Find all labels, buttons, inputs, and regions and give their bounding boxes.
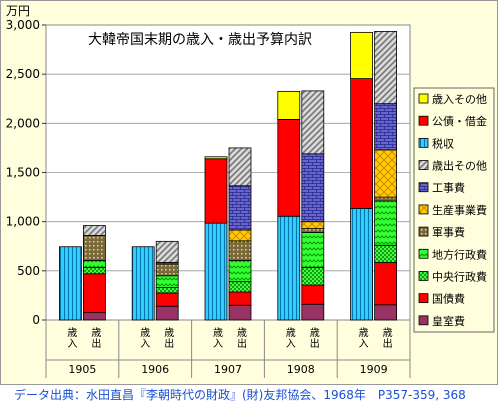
bar-expenditure-1907 [228, 185, 252, 231]
bar-expenditure-1909 [374, 103, 398, 151]
year-label: 1908 [287, 363, 315, 376]
y-tick-label: 2,500 [6, 67, 40, 81]
y-tick-label: 1,000 [6, 215, 40, 229]
y-tick-label: 500 [17, 264, 40, 278]
bar-expenditure-1906 [155, 292, 179, 307]
stacked-bar-chart: 0 500 1,000 1,500 2,000 2,500 3,000万円大韓帝国末期の歳入… [6, 4, 495, 378]
legend-label: 軍事費 [432, 225, 465, 239]
bar-expenditure-1905 [83, 312, 106, 321]
y-tick-label: 0 [32, 313, 40, 327]
bar-expenditure-1907 [228, 260, 252, 283]
bar-label: 歳入 [283, 327, 295, 349]
bar-expenditure-1909 [374, 304, 398, 321]
bar-revenue-1908 [277, 215, 301, 321]
bar-revenue-1909 [350, 31, 374, 79]
bar-expenditure-1908 [301, 221, 325, 229]
bar-label: 歳出 [235, 327, 247, 349]
bar-revenue-1907 [204, 158, 228, 224]
bar-revenue-1906 [131, 246, 155, 321]
year-label: 1905 [68, 363, 96, 376]
y-tick-label: 1,500 [6, 166, 40, 180]
bar-revenue-1905 [59, 246, 82, 321]
bar-expenditure-1908 [301, 153, 325, 223]
bar-expenditure-1909 [374, 30, 398, 105]
y-tick-label: 2,000 [6, 116, 40, 130]
bar-expenditure-1905 [83, 260, 106, 268]
year-label: 1906 [141, 363, 169, 376]
bar-expenditure-1908 [301, 228, 325, 233]
bar-revenue-1909 [350, 207, 374, 321]
legend-swatch [418, 226, 429, 237]
legend-label: 中央行政費 [432, 269, 487, 283]
bar-expenditure-1909 [374, 244, 398, 263]
legend-swatch [418, 160, 429, 170]
bar-expenditure-1909 [374, 262, 398, 306]
bar-label: 歳出 [162, 327, 174, 349]
bar-expenditure-1909 [374, 149, 398, 198]
legend-label: 皇室費 [432, 314, 465, 328]
bar-expenditure-1909 [374, 200, 398, 246]
legend-label: 国債費 [432, 292, 465, 306]
y-unit-label: 万円 [6, 4, 30, 18]
legend-swatch [418, 204, 429, 215]
legend-label: 公債・借金 [432, 114, 487, 128]
legend-swatch [418, 115, 429, 126]
legend-swatch [418, 137, 429, 148]
source-note: データ出典：水田直昌『李朝時代の財政』(財)友邦協会、1968年 P357-35… [14, 388, 466, 402]
bar-expenditure-1907 [228, 304, 252, 321]
legend-label: 税収 [432, 136, 454, 150]
bar-revenue-1908 [277, 119, 301, 217]
year-label: 1907 [214, 363, 242, 376]
bar-label: 歳出 [89, 327, 101, 349]
bar-expenditure-1905 [83, 266, 106, 275]
bar-revenue-1907 [204, 156, 228, 160]
bar-expenditure-1908 [301, 90, 325, 155]
bar-expenditure-1908 [301, 232, 325, 268]
bar-revenue-1909 [350, 78, 374, 209]
legend-label: 工事費 [432, 181, 465, 195]
bar-expenditure-1907 [228, 240, 252, 261]
bar-label: 歳入 [138, 327, 150, 349]
legend-label: 生産事業費 [432, 203, 487, 217]
bar-expenditure-1908 [301, 284, 325, 305]
legend-swatch [418, 293, 429, 304]
bar-label: 歳入 [211, 327, 223, 349]
legend-swatch [418, 93, 429, 104]
bar-expenditure-1907 [228, 229, 252, 242]
year-label: 1909 [360, 363, 388, 376]
bar-expenditure-1906 [155, 305, 179, 321]
bar-expenditure-1908 [301, 303, 325, 321]
bar-expenditure-1906 [155, 240, 179, 263]
legend-swatch [418, 271, 429, 281]
bar-expenditure-1907 [228, 281, 252, 293]
bar-expenditure-1908 [301, 266, 325, 286]
bar-expenditure-1906 [155, 275, 179, 288]
bar-expenditure-1909 [374, 196, 398, 202]
bar-expenditure-1906 [155, 263, 179, 277]
legend-label: 歳出その他 [432, 159, 487, 173]
bar-expenditure-1905 [83, 225, 106, 236]
bar-expenditure-1906 [155, 287, 179, 294]
bar-expenditure-1905 [83, 235, 106, 261]
bar-label: 歳入 [356, 327, 368, 349]
bar-label: 歳出 [307, 327, 319, 349]
legend-swatch [418, 315, 429, 326]
bar-expenditure-1905 [83, 273, 106, 314]
bar-expenditure-1907 [228, 291, 252, 306]
chart-title: 大韓帝国末期の歳入・歳出予算内訳 [88, 32, 312, 48]
legend-swatch [418, 248, 429, 259]
legend-label: 歳入その他 [432, 93, 487, 106]
bar-label: 歳入 [65, 327, 77, 349]
bar-revenue-1908 [277, 90, 301, 120]
bar-expenditure-1907 [228, 147, 252, 187]
y-tick-label: 3,000 [6, 18, 40, 32]
legend-label: 地方行政費 [432, 247, 487, 261]
legend-swatch [418, 182, 429, 193]
bar-revenue-1907 [204, 222, 228, 321]
bar-label: 歳出 [380, 327, 392, 349]
